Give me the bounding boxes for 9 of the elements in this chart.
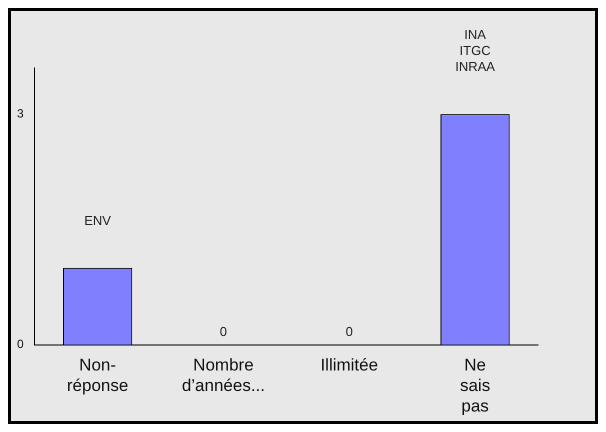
data-label: 0 — [346, 324, 353, 339]
y-tick-label: 3 — [16, 106, 24, 120]
x-tick-label: Ne sais pas — [460, 356, 490, 416]
x-tick-label: Non-réponse — [66, 356, 128, 396]
data-label: INA ITGC INRAA — [455, 27, 496, 74]
data-label: 0 — [220, 324, 228, 339]
x-tick-label: Illimitée — [320, 356, 378, 375]
x-tick-label: Nombre d’années... — [182, 356, 266, 396]
data-label: ENV — [84, 212, 112, 228]
